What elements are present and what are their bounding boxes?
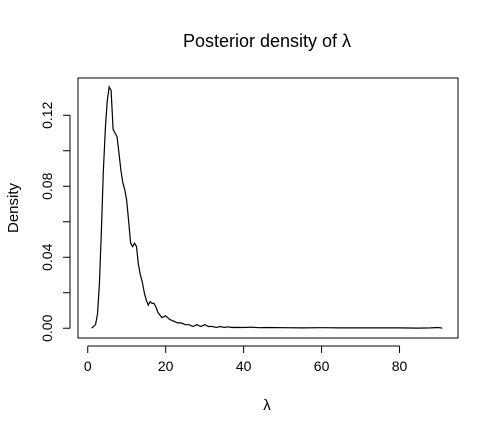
x-tick-label: 40	[236, 358, 252, 374]
y-tick-label: 0.12	[39, 101, 55, 128]
x-tick-label: 80	[392, 358, 408, 374]
x-tick-label: 60	[314, 358, 330, 374]
y-tick-label: 0.04	[39, 243, 55, 270]
y-axis-label: Density	[5, 182, 22, 233]
x-axis: 0 20 40 60 80	[84, 345, 408, 374]
y-axis: 0.00 0.04 0.08 0.12	[39, 101, 71, 342]
density-curve	[91, 85, 443, 329]
chart-title: Posterior density of λ	[183, 31, 351, 51]
x-axis-label: λ	[263, 397, 271, 414]
plot-frame	[77, 77, 459, 339]
y-tick-label: 0.08	[39, 172, 55, 199]
y-tick-label: 0.00	[39, 314, 55, 341]
x-tick-label: 0	[84, 358, 92, 374]
x-tick-label: 20	[158, 358, 174, 374]
